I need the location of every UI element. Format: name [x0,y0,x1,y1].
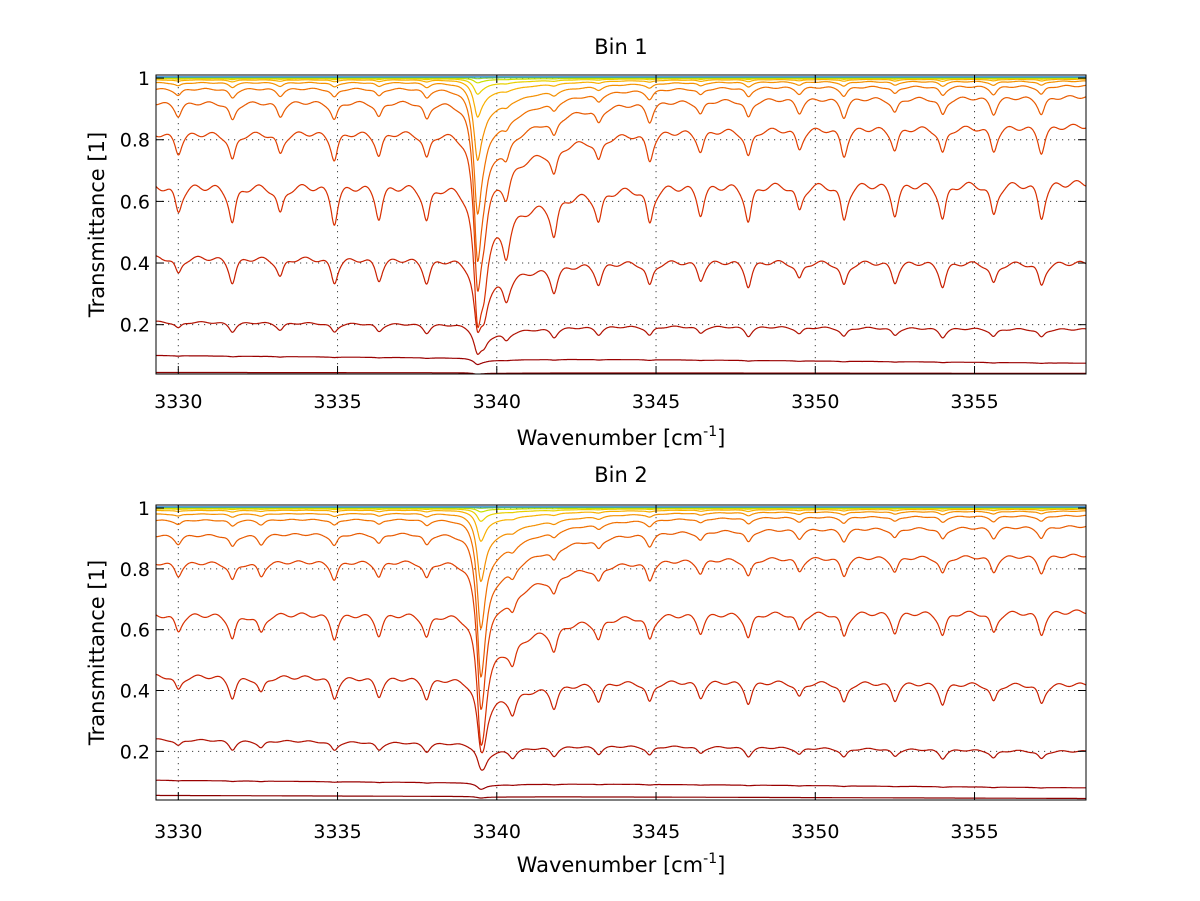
series-line-5 [156,180,1086,329]
series-line-12 [156,507,1086,513]
series-line-4 [156,673,1086,754]
series-line-1 [156,371,1086,374]
x-tick-label: 3355 [950,821,998,843]
series-line-6 [156,123,1086,292]
chart-title: Bin 2 [594,463,648,487]
series-group [156,76,1086,374]
x-tick-label: 3355 [950,391,998,413]
series-line-8 [156,84,1086,215]
y-tick-label: 0.8 [120,130,150,152]
y-tick-label: 0.4 [120,681,150,703]
y-tick-label: 0.6 [120,191,150,213]
series-line-6 [156,553,1086,710]
chart-title: Bin 1 [594,35,648,59]
y-tick-label: 0.2 [120,315,150,337]
x-axis-label: Wavenumber [cm-1] [517,851,726,877]
x-axis-label: Wavenumber [cm-1] [517,424,726,450]
series-line-7 [156,95,1086,262]
y-tick-label: 0.8 [120,559,150,581]
x-tick-label: 3330 [154,391,202,413]
subplot-bin-2: 3330 3335 3340 3345 3350 3355 0.2 0.4 0.6 0.8 1 Bin… [85,463,1087,877]
series-line-4 [156,255,1086,334]
series-line-7 [156,525,1086,678]
y-tick-label: 1 [138,498,150,520]
y-tick-label: 1 [138,68,150,90]
x-tick-label: 3350 [791,391,839,413]
x-tick-label: 3340 [473,391,521,413]
series-group [156,506,1086,800]
x-tick-label: 3330 [154,821,202,843]
y-tick-label: 0.6 [120,620,150,642]
series-line-9 [156,510,1086,583]
series-line-5 [156,609,1086,746]
x-tick-label: 3350 [791,821,839,843]
x-tick-label: 3340 [473,821,521,843]
series-line-3 [156,738,1086,771]
axes-box [155,74,1087,375]
x-tick-label: 3335 [313,821,361,843]
series-line-10 [156,508,1086,542]
x-tick-label: 3335 [313,391,361,413]
y-tick-label: 0.4 [120,253,150,275]
subplot-bin-1: 3330 3335 3340 3345 3350 3355 0.2 0.4 0.6 0.8 1 Bin… [85,35,1087,450]
y-tick-label: 0.2 [120,741,150,763]
series-line-1 [156,794,1086,800]
series-line-10 [156,78,1086,118]
series-line-3 [156,320,1086,355]
series-line-2 [156,354,1086,366]
x-tick-label: 3345 [632,391,680,413]
y-axis-label: Transmittance [1] [85,132,109,318]
series-line-2 [156,779,1086,790]
axes-box [155,504,1087,801]
series-line-8 [156,514,1086,630]
y-axis-label: Transmittance [1] [85,560,109,746]
series-line-9 [156,80,1086,161]
x-tick-label: 3345 [632,821,680,843]
